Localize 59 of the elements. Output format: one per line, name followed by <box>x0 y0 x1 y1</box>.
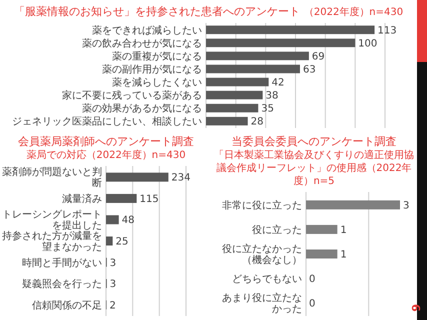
y-tick-label: 薬の効果があるか気になる <box>82 102 202 115</box>
chart-title: 会員薬局薬剤師へのアンケート調査 <box>18 135 194 148</box>
chart-title: 「服薬情報のお知らせ」を持参された患者へのアンケート <box>14 5 300 18</box>
y-tick-label: 役に立った <box>252 224 302 236</box>
data-label: 38 <box>266 90 278 102</box>
bar <box>206 52 309 60</box>
data-label: 113 <box>378 25 397 36</box>
chart-subtitle: （2022年度）n=430 <box>304 6 404 18</box>
chart-subtitle: 「日本製薬工業協会及びくすりの適正使用協議会作成リーフレット」の使用感（2022年度）n=5 <box>214 149 414 187</box>
y-tick-label: 薬の重複が気になる <box>112 50 202 62</box>
y-tick-label: 薬を減らしたくない <box>112 76 202 89</box>
bar <box>106 194 137 203</box>
data-label: 69 <box>312 51 325 62</box>
data-label: 25 <box>116 236 128 248</box>
y-tick-label: 非常に役に立った <box>222 199 302 212</box>
data-label: 1 <box>340 250 347 260</box>
bar <box>206 26 375 34</box>
y-tick-label: ジェネリック医薬品にしたい、相談したい <box>12 116 202 128</box>
bar <box>106 172 168 182</box>
y-tick-label: 薬をできれば減らしたい <box>92 24 202 36</box>
bar <box>206 78 269 86</box>
chart-title: 当委員会委員へのアンケート調査 <box>232 135 396 148</box>
bar <box>106 215 119 224</box>
bar <box>206 104 258 112</box>
chart-subtitle: 薬局での対応（2022年度）n=430 <box>26 149 186 161</box>
y-tick-label: 薬剤師が問題ないと判断 <box>2 166 102 190</box>
y-tick-label: あまり役に立たなかった <box>222 292 302 316</box>
data-label: 3 <box>403 200 410 212</box>
data-label: 0 <box>309 274 316 286</box>
y-tick-label: 持参された方が減量を望まなかった <box>2 230 102 253</box>
bar <box>206 90 263 100</box>
y-tick-label: トレーシングレポートを提出した <box>2 210 102 232</box>
data-label: 3 <box>110 279 116 290</box>
y-tick-label: 役に立たなかった（機会なし） <box>222 243 302 266</box>
data-label: 115 <box>140 194 159 205</box>
data-label: 42 <box>272 78 284 89</box>
data-label: 0 <box>309 298 316 310</box>
y-tick-label: 信頼関係の不足 <box>32 299 102 312</box>
y-tick-label: 薬の副作用が気になる <box>102 63 202 76</box>
bar <box>206 116 248 126</box>
data-label: 28 <box>250 116 264 128</box>
data-label: 48 <box>122 215 135 226</box>
data-label: 100 <box>358 38 378 50</box>
data-label: 35 <box>261 104 274 115</box>
bar <box>206 38 356 48</box>
y-tick-label: 疑義照会を行った <box>22 278 102 290</box>
data-label: 63 <box>302 64 316 76</box>
bar <box>106 236 113 246</box>
data-label: 2 <box>110 300 116 312</box>
data-label: 3 <box>110 258 116 269</box>
y-tick-label: 減量済み <box>62 192 102 205</box>
data-label: 1 <box>340 224 347 236</box>
y-tick-label: 家に不要に残っている薬がある <box>62 90 202 102</box>
y-tick-label: どちらでもない <box>232 274 302 286</box>
bar <box>206 64 300 74</box>
y-tick-label: 時間と手間がない <box>22 256 102 269</box>
y-tick-label: 薬の飲み合わせが気になる <box>82 37 202 50</box>
text: 6 <box>409 304 422 312</box>
data-label: 234 <box>171 172 190 184</box>
